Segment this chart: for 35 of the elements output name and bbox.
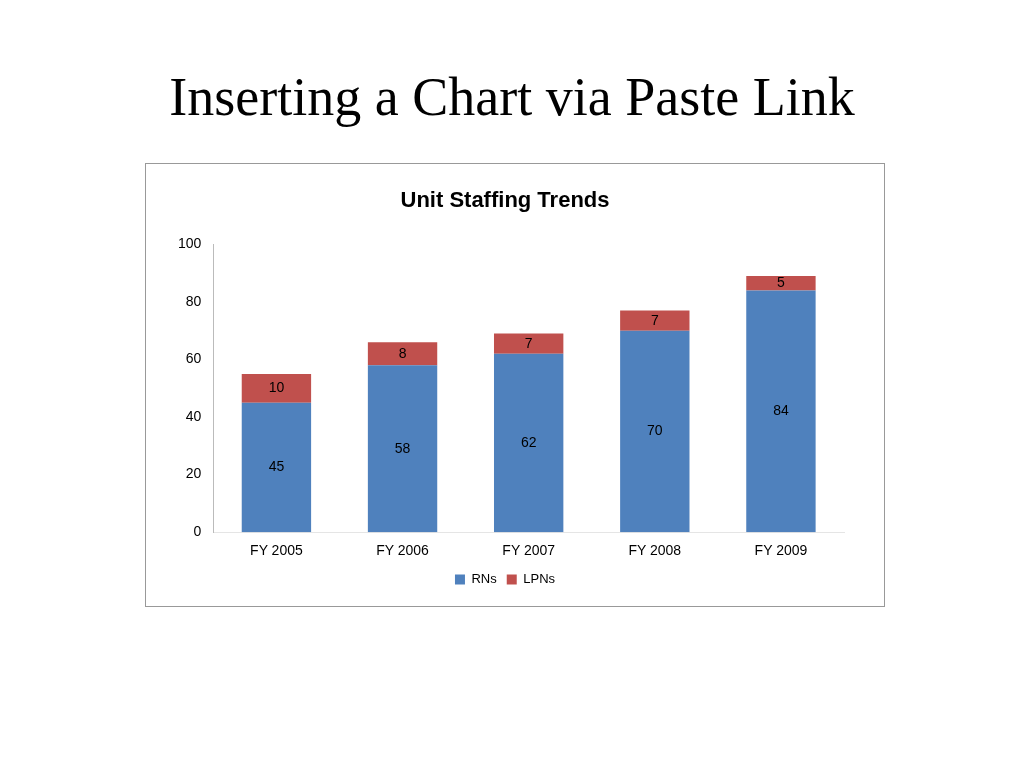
bar (367, 365, 438, 533)
legend-label: LPNs (523, 571, 556, 587)
y-tick-label: 40 (185, 407, 202, 424)
x-tick-label: FY 2006 (376, 542, 430, 559)
y-tick-label: 0 (193, 523, 202, 540)
bar (493, 333, 564, 354)
chart-title: Inserting a Chart via Paste Link (168, 66, 856, 128)
data-label: 58 (394, 439, 411, 456)
data-label: 70 (647, 422, 663, 439)
data-label: 10 (268, 379, 285, 396)
data-label: 7 (524, 334, 533, 351)
data-label: 5 (777, 274, 786, 291)
data-label: 8 (398, 344, 407, 361)
bar (620, 310, 690, 331)
x-tick-label: FY 2008 (628, 542, 682, 559)
x-tick-label: FY 2005 (250, 542, 303, 559)
y-tick-label: 60 (185, 350, 202, 367)
legend-label: RNs (471, 571, 498, 587)
data-label: 84 (773, 402, 789, 419)
bar (620, 330, 690, 533)
bar (241, 373, 312, 403)
bar (746, 276, 816, 291)
bar (746, 290, 816, 533)
y-tick-label: 80 (185, 292, 202, 309)
data-label: 7 (650, 311, 659, 328)
x-tick-label: FY 2009 (754, 542, 808, 559)
data-label: 62 (520, 433, 537, 450)
y-tick-label: 20 (185, 465, 202, 482)
data-label: 45 (268, 458, 285, 475)
x-tick-label: FY 2007 (502, 542, 556, 559)
bar (493, 353, 564, 533)
chart-subtitle: Unit Staffing Trends (400, 187, 610, 213)
bar (367, 342, 438, 366)
y-tick-label: 100 (178, 235, 202, 252)
bar (241, 402, 312, 533)
